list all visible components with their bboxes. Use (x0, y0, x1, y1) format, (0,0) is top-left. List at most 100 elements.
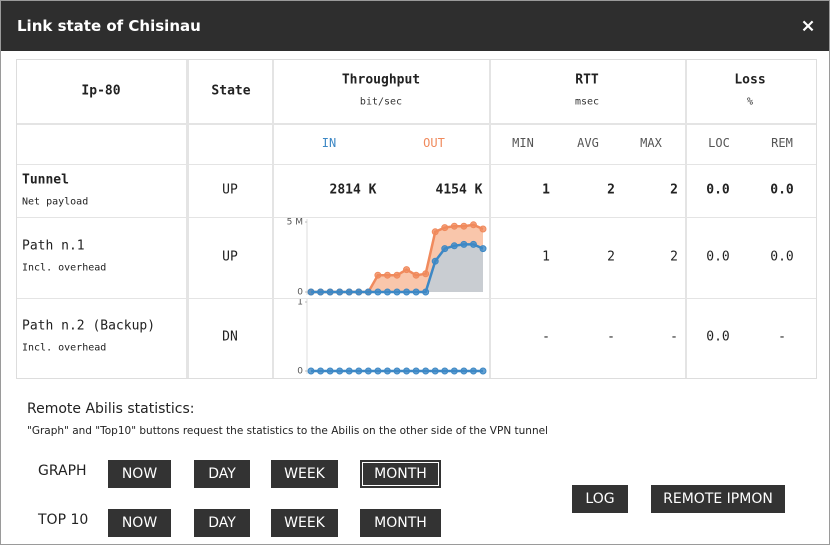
point (345, 288, 353, 296)
button[interactable]: REMOTE IPMON (651, 485, 785, 513)
subheader: REM (771, 136, 793, 150)
cell-rem: - (778, 329, 786, 345)
row-note: Net payload (22, 196, 89, 208)
point (441, 245, 449, 253)
subheader: LOC (708, 136, 730, 150)
subheader: OUT (423, 136, 445, 150)
point (469, 240, 477, 248)
row-note: Incl. overhead (22, 262, 107, 274)
point (307, 367, 315, 375)
subheader: AVG (577, 136, 599, 150)
subheader: MAX (640, 136, 662, 150)
point (383, 271, 391, 279)
row-note: Incl. overhead (22, 342, 107, 354)
button[interactable]: WEEK (271, 460, 338, 488)
close-button[interactable]: × (800, 15, 816, 37)
row-label: TOP 10 (38, 512, 89, 528)
cell-avg: 2 (607, 182, 615, 198)
point (355, 288, 363, 296)
point (317, 288, 325, 296)
y-tick-label: 1 (297, 299, 303, 308)
column-header: RTT (575, 72, 599, 88)
button[interactable]: WEEK (271, 509, 338, 537)
cell-rem: 0.0 (770, 182, 794, 198)
point (450, 367, 458, 375)
row-name: Path n.1 (22, 238, 85, 254)
row-name: Tunnel (22, 172, 69, 188)
cell-loc: 0.0 (706, 249, 730, 265)
column-line (186, 60, 189, 378)
point (393, 288, 401, 296)
cell-max: 2 (670, 249, 678, 265)
column-unit: bit/sec (359, 96, 403, 108)
column-header: State (211, 83, 251, 99)
point (307, 288, 315, 296)
point (412, 288, 420, 296)
button[interactable]: MONTH (360, 509, 441, 537)
sparkline: 01 (297, 299, 487, 377)
row-state: DN (222, 329, 238, 345)
point (383, 288, 391, 296)
row-line (17, 298, 816, 299)
point (422, 288, 430, 296)
row-line (17, 123, 816, 125)
point (326, 288, 334, 296)
point (431, 228, 439, 236)
y-tick-label: 0 (297, 367, 303, 377)
point (469, 367, 477, 375)
cell-rem: 0.0 (770, 249, 794, 265)
button[interactable]: NOW (108, 460, 171, 488)
sparkline: 0 5 M (287, 218, 487, 298)
column-line (272, 60, 274, 378)
point (374, 271, 382, 279)
cell-out: 4154 K (435, 182, 483, 198)
point (336, 367, 344, 375)
point (422, 367, 430, 375)
title-bar (1, 1, 829, 51)
point (412, 271, 420, 279)
point (450, 222, 458, 230)
column-header: Loss (734, 72, 766, 88)
point (469, 221, 477, 229)
point (403, 288, 411, 296)
point (450, 242, 458, 250)
button[interactable]: MONTH (360, 460, 441, 488)
button[interactable]: DAY (194, 460, 250, 488)
cell-max: 2 (670, 182, 678, 198)
row-line (17, 164, 816, 165)
row-state: UP (222, 182, 238, 198)
point (460, 367, 468, 375)
button[interactable]: NOW (108, 509, 171, 537)
cell-max: - (670, 329, 678, 345)
point (441, 224, 449, 232)
button[interactable]: DAY (194, 509, 250, 537)
point (422, 270, 430, 278)
point (393, 271, 401, 279)
point (479, 245, 487, 253)
point (460, 240, 468, 248)
window-title: Link state of Chisinau (17, 17, 201, 35)
point (383, 367, 391, 375)
point (403, 266, 411, 274)
table-frame (16, 59, 817, 379)
cell-loc: 0.0 (706, 182, 730, 198)
point (355, 367, 363, 375)
point (364, 288, 372, 296)
column-header: Ip-80 (81, 83, 121, 99)
point (374, 288, 382, 296)
button[interactable]: LOG (572, 485, 628, 513)
column-unit: % (746, 96, 754, 108)
cell-avg: - (607, 329, 615, 345)
cell-loc: 0.0 (706, 329, 730, 345)
point (403, 367, 411, 375)
column-unit: msec (574, 96, 600, 108)
point (412, 367, 420, 375)
subheader: IN (321, 136, 337, 150)
point (479, 367, 487, 375)
point (364, 367, 372, 375)
column-header: Throughput (341, 72, 421, 88)
cell-min: - (542, 329, 550, 345)
point (431, 257, 439, 265)
cell-avg: 2 (607, 249, 615, 265)
